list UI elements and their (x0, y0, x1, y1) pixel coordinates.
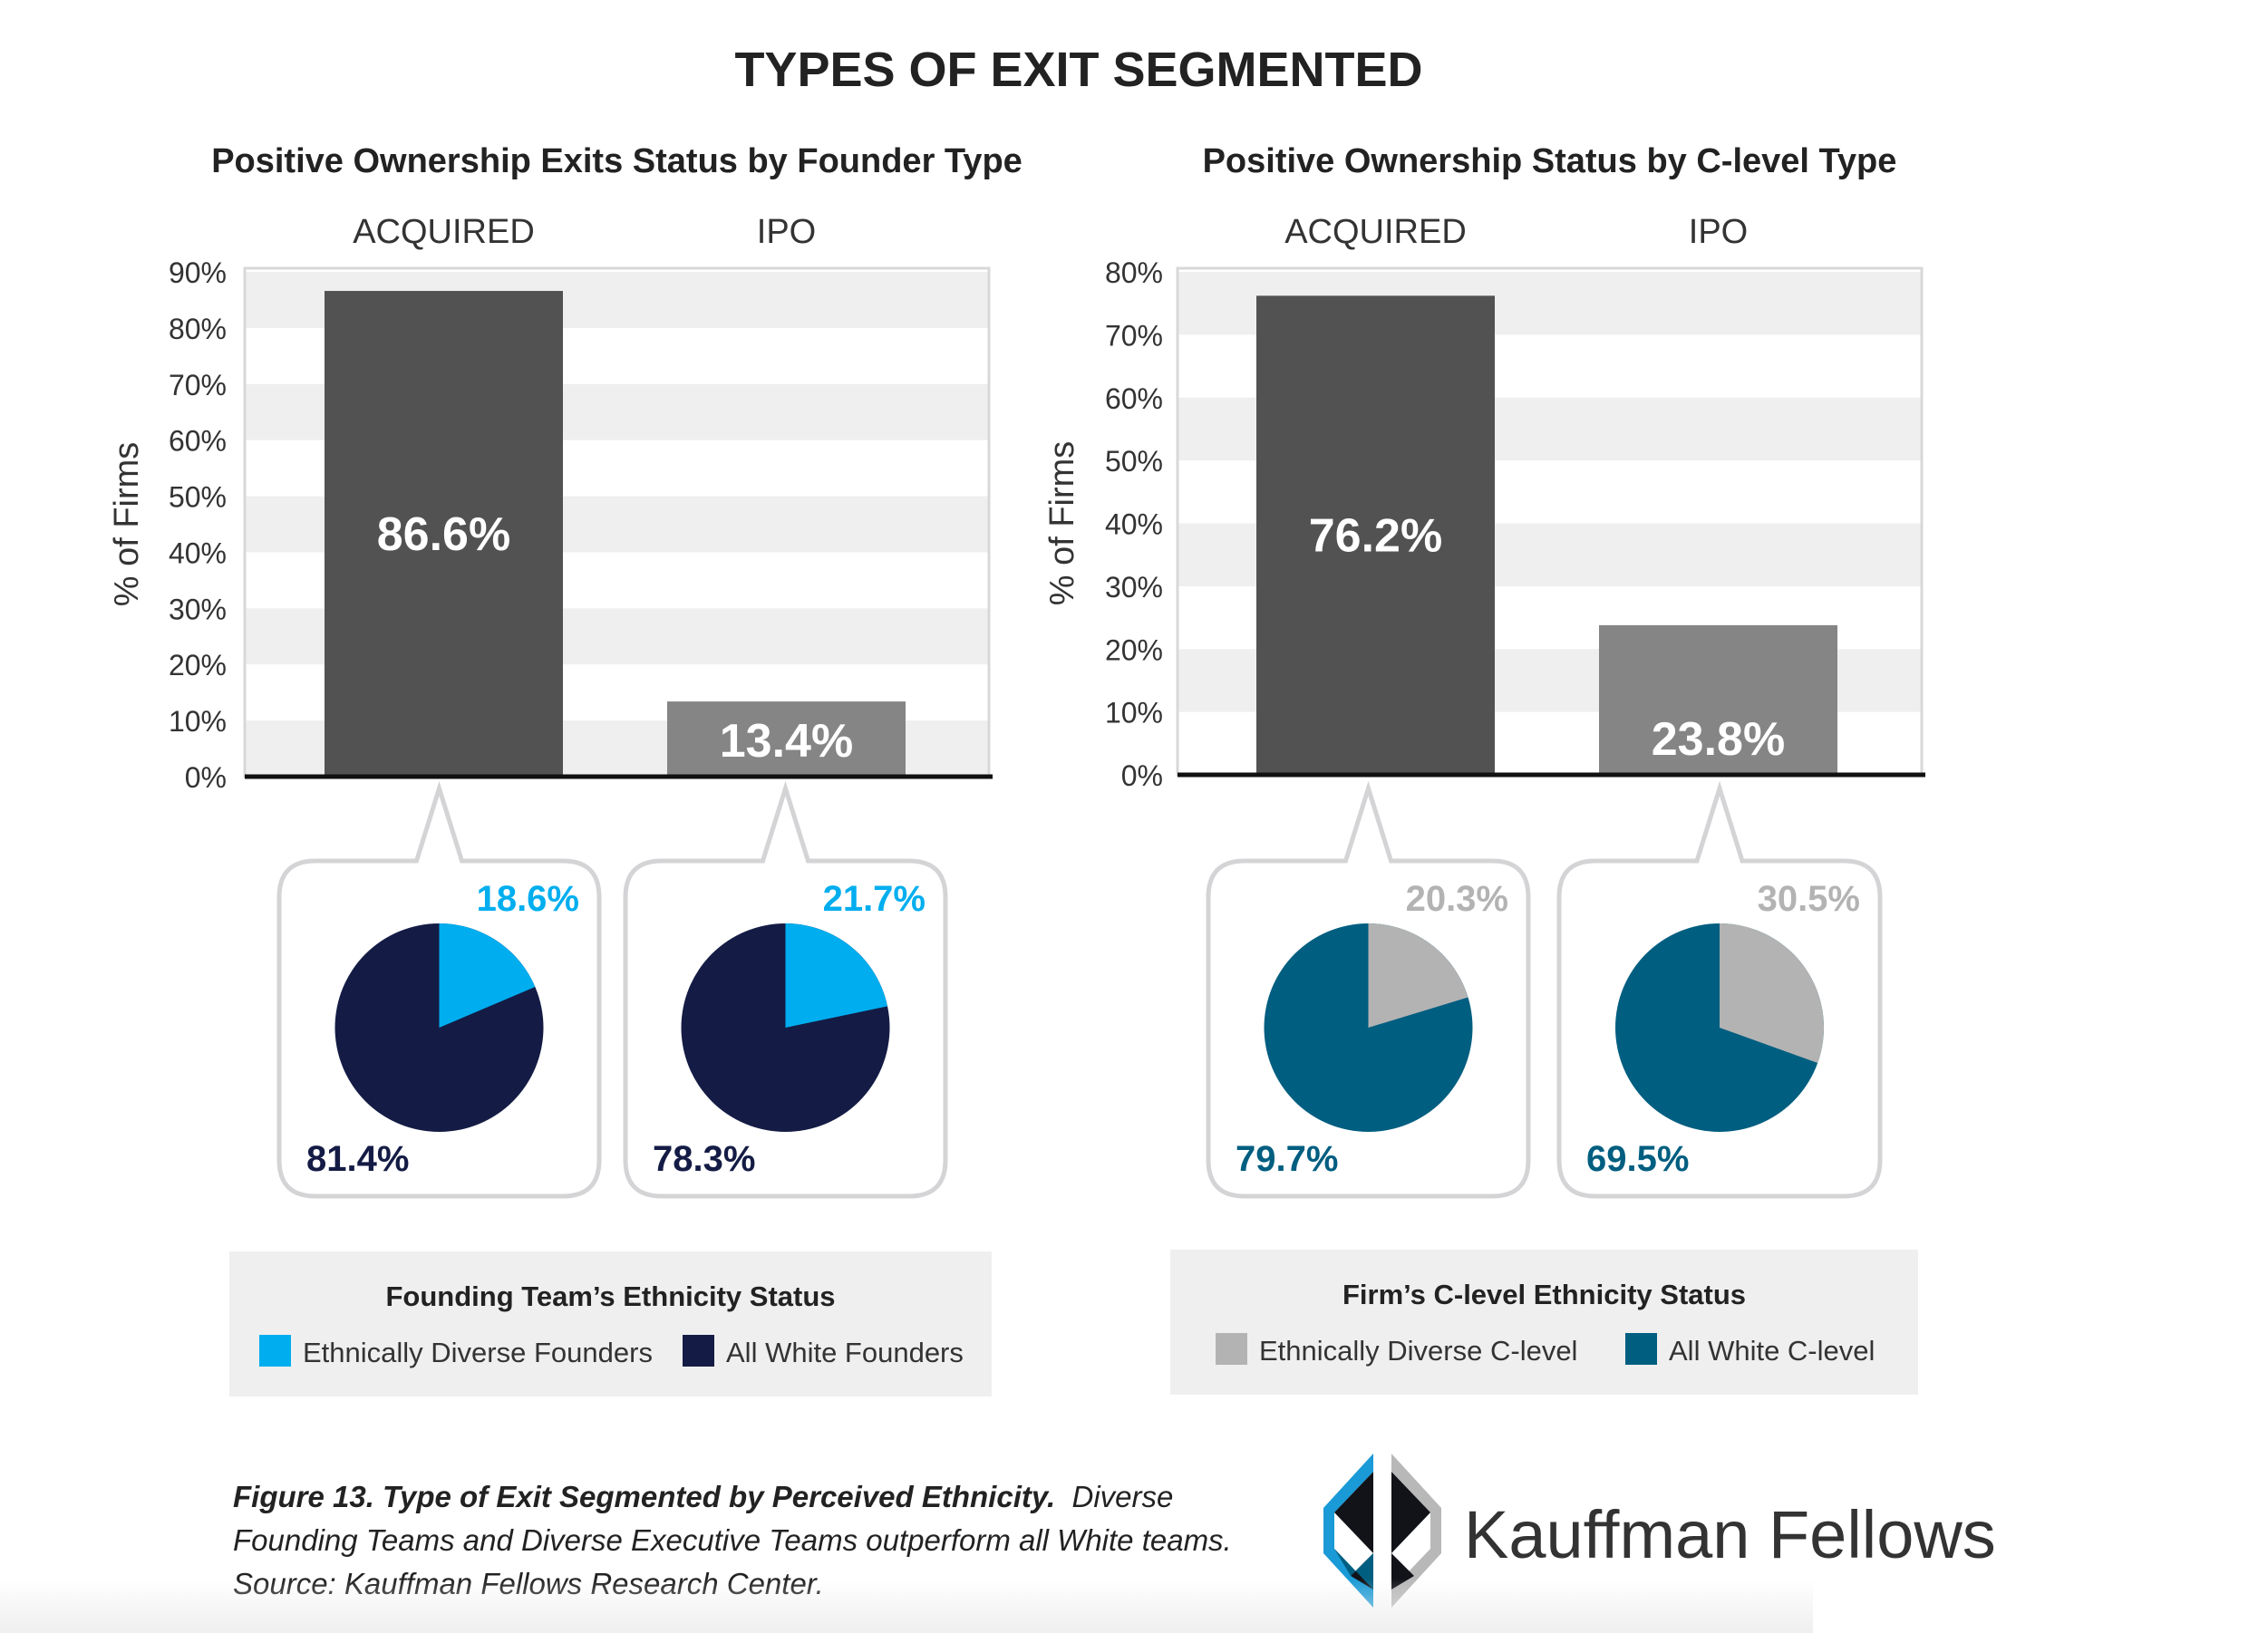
pie-label-majority: 81.4% (306, 1139, 409, 1179)
bar-acquired (325, 291, 563, 777)
x-category-label: IPO (1689, 213, 1748, 251)
y-tick-label: 40% (169, 536, 227, 569)
pie-slice-diverse (785, 923, 888, 1028)
bar-ipo (667, 701, 906, 777)
legend-background (229, 1251, 992, 1396)
y-tick-label: 60% (1105, 382, 1163, 415)
chart-panel-1: Positive Ownership Exits Status by Found… (108, 142, 1023, 1396)
y-tick-label: 50% (1105, 445, 1163, 478)
y-axis-label: % of Firms (1043, 441, 1081, 606)
y-tick-label: 80% (169, 313, 227, 345)
logo-text: Kauffman Fellows (1464, 1497, 1996, 1572)
bar-ipo (1599, 624, 1837, 775)
y-tick-label: 0% (185, 761, 227, 794)
pie-label-diverse: 18.6% (477, 879, 579, 919)
pie-label-majority: 79.7% (1236, 1139, 1338, 1179)
pie-label-majority: 69.5% (1586, 1139, 1689, 1179)
y-tick-label: 30% (169, 593, 227, 625)
legend-item-label: All White C-level (1669, 1335, 1875, 1367)
main-title: TYPES OF EXIT SEGMENTED (734, 43, 1422, 97)
y-tick-label: 70% (169, 369, 227, 401)
logo-right-dark (1391, 1472, 1430, 1590)
y-tick-label: 0% (1121, 759, 1163, 792)
legend-swatch (1216, 1333, 1247, 1365)
bar-value-label: 23.8% (1652, 713, 1785, 766)
legend-swatch (1625, 1333, 1657, 1365)
bar-value-label: 86.6% (377, 508, 510, 561)
y-tick-label: 50% (169, 481, 227, 514)
caption-bold: Figure 13. Type of Exit Segmented by Per… (233, 1480, 1056, 1513)
x-category-label: IPO (757, 213, 816, 251)
legend-swatch (683, 1335, 714, 1367)
y-axis-label: % of Firms (108, 442, 146, 607)
chart-title: Positive Ownership Status by C-level Typ… (1203, 142, 1897, 180)
bar-value-label: 76.2% (1309, 510, 1442, 563)
kauffman-logo: Kauffman Fellows (1323, 1454, 1996, 1608)
chart-title: Positive Ownership Exits Status by Found… (211, 142, 1023, 180)
pie-label-diverse: 30.5% (1758, 879, 1860, 919)
y-tick-label: 80% (1105, 256, 1163, 289)
y-tick-label: 60% (169, 425, 227, 458)
legend-item-label: Ethnically Diverse C-level (1259, 1335, 1577, 1367)
x-category-label: ACQUIRED (1284, 213, 1467, 251)
y-tick-label: 70% (1105, 319, 1163, 352)
pie-label-diverse: 21.7% (823, 879, 926, 919)
legend-title: Firm’s C-level Ethnicity Status (1342, 1279, 1746, 1310)
legend: Firm’s C-level Ethnicity Status Ethnicall… (1170, 1250, 1918, 1395)
legend-title: Founding Team’s Ethnicity Status (385, 1280, 835, 1312)
y-tick-label: 20% (1105, 633, 1163, 666)
pie-label-diverse: 20.3% (1406, 879, 1508, 919)
legend-swatch (259, 1335, 291, 1367)
bottom-fade (0, 1579, 1813, 1633)
legend-background (1170, 1250, 1918, 1395)
pie-slice-diverse (1368, 923, 1468, 1028)
y-tick-label: 30% (1105, 571, 1163, 604)
y-tick-label: 20% (169, 649, 227, 681)
chart-panel-2: Positive Ownership Status by C-level Typ… (1043, 142, 1925, 1395)
bar-acquired (1256, 295, 1495, 775)
logo-left-dark (1334, 1472, 1373, 1590)
y-tick-label: 10% (1105, 697, 1163, 730)
pie-label-majority: 78.3% (653, 1139, 755, 1179)
x-category-label: ACQUIRED (353, 213, 535, 251)
legend-item-label: Ethnically Diverse Founders (303, 1337, 653, 1368)
y-tick-label: 10% (169, 705, 227, 738)
legend-item-label: All White Founders (726, 1337, 964, 1368)
bar-value-label: 13.4% (720, 715, 853, 768)
pie-slice-diverse (1720, 923, 1824, 1063)
legend: Founding Team’s Ethnicity Status Ethnical… (229, 1251, 992, 1396)
y-tick-label: 40% (1105, 508, 1163, 541)
y-tick-label: 90% (169, 256, 227, 289)
pie-slice-diverse (439, 923, 536, 1028)
